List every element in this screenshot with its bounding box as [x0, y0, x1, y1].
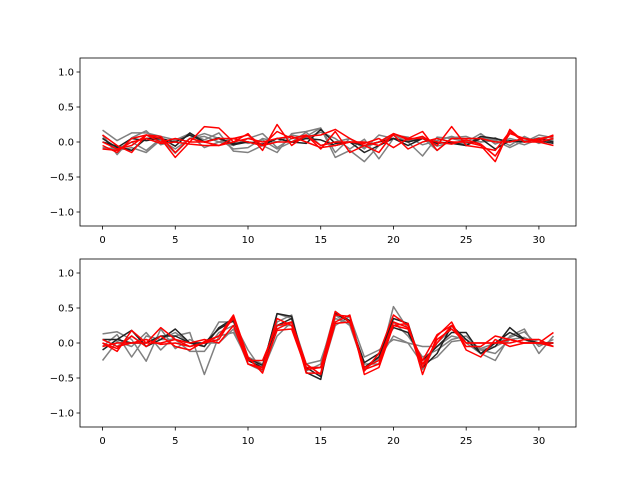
- x-tick-label: 20: [387, 235, 400, 246]
- series-group: [101, 123, 554, 163]
- x-tick-label: 15: [314, 235, 327, 246]
- x-tick-label: 0: [99, 235, 105, 246]
- x-tick-label: 30: [533, 436, 546, 447]
- x-tick-label: 15: [314, 436, 327, 447]
- top-axes: 0 5 10 15 20 25 30 −1.0 −0.5 0.0 0.5 1.0: [50, 57, 577, 246]
- x-tick-label: 0: [99, 436, 105, 447]
- x-tick-label: 25: [460, 235, 473, 246]
- series-line-red-8: [102, 128, 554, 152]
- x-tick-label: 5: [172, 436, 178, 447]
- y-tick-label: 0.5: [58, 304, 74, 315]
- series-line-red-7: [102, 128, 554, 163]
- series-line-red-9: [102, 132, 554, 157]
- y-tick-label: −1.0: [50, 409, 74, 420]
- series-line-red-9: [102, 310, 554, 371]
- x-tick-label: 10: [242, 436, 255, 447]
- series-line-black-5: [102, 132, 554, 152]
- y-tick-label: −0.5: [50, 374, 74, 385]
- y-tick-label: 0.0: [58, 138, 74, 149]
- x-tick-label: 20: [387, 436, 400, 447]
- series-line-red-6: [102, 123, 554, 159]
- y-tick-label: 1.0: [58, 269, 74, 280]
- x-tick-label: 30: [533, 235, 546, 246]
- series-group: [101, 305, 555, 381]
- x-tick-label: 10: [242, 235, 255, 246]
- y-tick-label: 0.5: [58, 103, 74, 114]
- y-tick-label: 1.0: [58, 68, 74, 79]
- bottom-axes: 0 5 10 15 20 25 30 −1.0 −0.5 0.0 0.5 1.0: [50, 258, 577, 447]
- y-tick-label: −1.0: [50, 208, 74, 219]
- y-tick-label: −0.5: [50, 173, 74, 184]
- x-tick-label: 25: [460, 436, 473, 447]
- x-tick-label: 5: [172, 235, 178, 246]
- y-tick-label: 0.0: [58, 339, 74, 350]
- series-line-red-8: [102, 315, 554, 376]
